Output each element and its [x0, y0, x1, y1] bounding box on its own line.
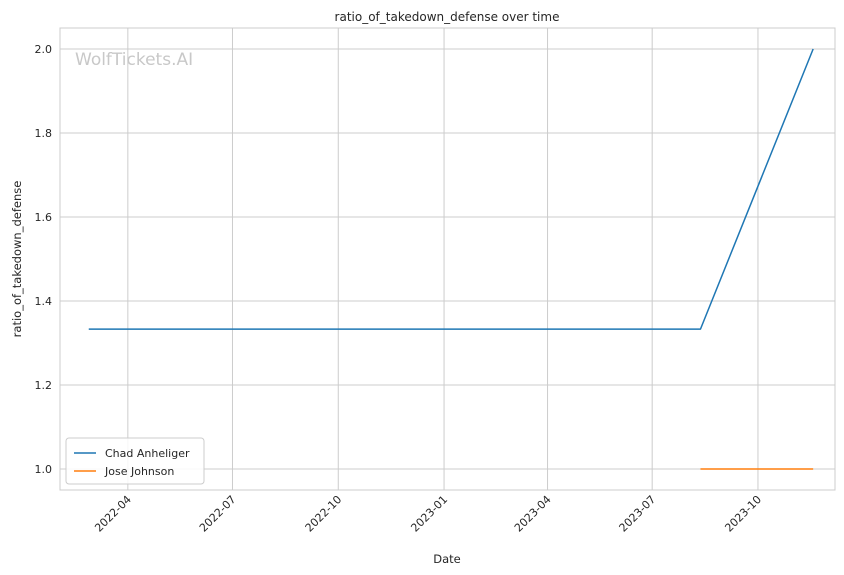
- y-tick-label: 2.0: [35, 43, 53, 56]
- x-tick-label: 2023-07: [617, 493, 659, 535]
- watermark: WolfTickets.AI: [75, 50, 193, 70]
- x-tick-label: 2023-01: [408, 493, 450, 535]
- y-tick-label: 1.4: [35, 295, 53, 308]
- y-tick-label: 1.8: [35, 127, 53, 140]
- legend-box: [65, 437, 205, 485]
- x-tick-label: 2022-04: [92, 493, 134, 535]
- y-tick-label: 1.0: [35, 463, 53, 476]
- x-tick-label: 2023-04: [512, 493, 554, 535]
- x-tick-label: 2022-10: [303, 493, 345, 535]
- x-axis-label: Date: [433, 552, 461, 566]
- legend: Chad Anheliger Jose Johnson: [65, 437, 205, 485]
- x-tick-label: 2022-07: [197, 493, 239, 535]
- series-lines: [88, 48, 814, 470]
- legend-label-1: Jose Johnson: [104, 465, 174, 478]
- grid: [60, 28, 835, 490]
- y-tick-label: 1.6: [35, 211, 53, 224]
- y-axis-ticks: 1.0 1.2 1.4 1.6 1.8 2.0: [35, 43, 53, 476]
- plot-frame: [59, 27, 836, 491]
- x-axis-ticks: 2022-04 2022-07 2022-10 2023-01 2023-04 2023-…: [92, 493, 764, 535]
- x-tick-label: 2023-10: [722, 493, 764, 535]
- y-axis-label: ratio_of_takedown_defense: [10, 181, 24, 338]
- y-tick-label: 1.2: [35, 379, 53, 392]
- chart-title: ratio_of_takedown_defense over time: [335, 10, 560, 24]
- series-line-0: [88, 48, 814, 330]
- legend-label-0: Chad Anheliger: [105, 447, 190, 460]
